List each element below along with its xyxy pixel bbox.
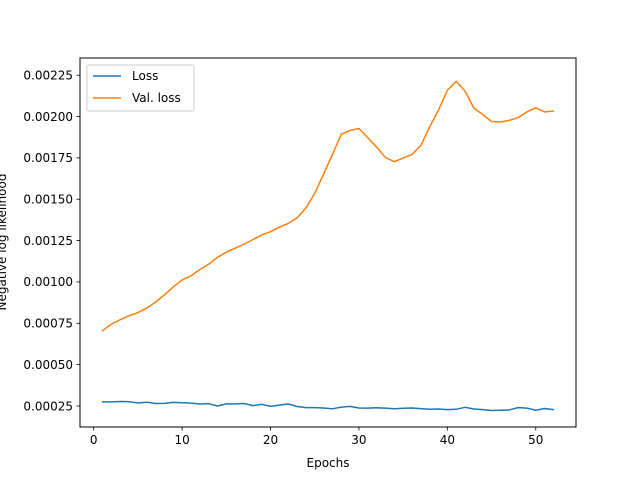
series-line-loss (101, 400, 555, 412)
y-axis-label: Negative log likelihood (0, 174, 9, 311)
x-tick-label: 10 (174, 433, 189, 447)
y-tick-label: 0.00025 (23, 399, 73, 413)
y-tick-label: 0.00200 (23, 110, 73, 124)
x-axis-ticks: 0 10 20 30 40 50 (90, 427, 543, 447)
series-layer (101, 80, 555, 412)
legend: Loss Val. loss (86, 64, 195, 112)
x-tick-label: 20 (263, 433, 278, 447)
y-tick-label: 0.00125 (23, 234, 73, 248)
x-tick-label: 0 (90, 433, 98, 447)
x-tick-label: 30 (351, 433, 366, 447)
x-tick-label: 50 (528, 433, 543, 447)
y-tick-label: 0.00050 (23, 358, 73, 372)
y-tick-label: 0.00100 (23, 275, 73, 289)
plot-area (80, 58, 576, 427)
y-tick-label: 0.00225 (23, 69, 73, 83)
y-tick-label: 0.00075 (23, 317, 73, 331)
legend-label-val-loss: Val. loss (132, 91, 181, 105)
plot-frame (79, 57, 577, 428)
y-tick-label: 0.00150 (23, 193, 73, 207)
x-axis-label: Epochs (307, 456, 350, 470)
y-axis-ticks: 0.00025 0.00050 0.00075 0.00100 0.00125 0.001… (23, 69, 80, 413)
legend-label-loss: Loss (132, 69, 158, 83)
series-line-val-loss (101, 80, 555, 332)
y-tick-label: 0.00175 (23, 151, 73, 165)
x-tick-label: 40 (440, 433, 455, 447)
